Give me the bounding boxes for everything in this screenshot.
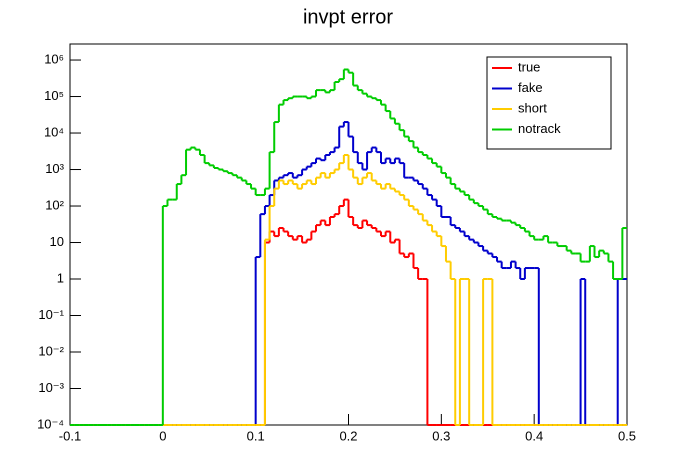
x-tick-label: 0.4 — [525, 428, 543, 443]
legend-label: true — [518, 59, 540, 74]
x-tick-label: 0.1 — [247, 428, 265, 443]
y-tick-label: 10⁻¹ — [38, 307, 64, 322]
y-tick-label: 10⁵ — [44, 88, 64, 103]
legend-label: fake — [518, 80, 543, 95]
legend-label: notrack — [518, 121, 561, 136]
x-tick-label: 0.2 — [339, 428, 357, 443]
chart-title: invpt error — [303, 6, 393, 28]
x-tick-label: -0.1 — [59, 428, 81, 443]
legend-box — [486, 56, 612, 150]
x-tick-label: 0 — [159, 428, 166, 443]
y-tick-label: 10³ — [45, 161, 64, 176]
y-tick-label: 10⁶ — [44, 51, 64, 66]
y-tick-label: 10² — [45, 197, 64, 212]
y-tick-label: 10⁻⁴ — [37, 416, 64, 431]
legend-label: short — [518, 100, 547, 115]
x-tick-label: 0.3 — [432, 428, 450, 443]
y-tick-label: 10⁻³ — [38, 380, 64, 395]
x-tick-label: 0.5 — [618, 428, 636, 443]
y-tick-label: 10 — [50, 234, 64, 249]
y-tick-label: 10⁴ — [44, 124, 64, 139]
y-tick-label: 1 — [57, 270, 64, 285]
y-tick-label: 10⁻² — [38, 343, 64, 358]
